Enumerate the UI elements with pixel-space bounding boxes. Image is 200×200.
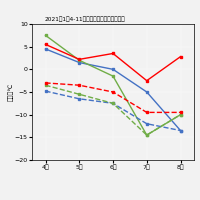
郑州 [78,58,80,61]
Line: 郑州: 郑州 [44,43,182,82]
庐氏 [146,134,148,136]
郑州 [146,79,148,82]
郑州 [112,52,114,55]
郑州 [179,55,182,58]
庐氏 [179,113,182,116]
濮阳 [44,48,47,50]
庐氏 [112,75,114,77]
郑州 [44,43,47,46]
庐氏 [78,59,80,61]
庐氏 [44,34,47,37]
Line: 庐氏: 庐氏 [44,34,182,136]
Y-axis label: 单位：℃: 单位：℃ [8,83,13,101]
Text: 2021年1月4-11日最高气温（实线）、最低: 2021年1月4-11日最高气温（实线）、最低 [45,17,126,22]
濮阳 [179,129,182,132]
Legend: 濮阳, 庐氏, 郑州: 濮阳, 庐氏, 郑州 [70,198,156,200]
濮阳 [78,61,80,64]
Line: 濮阳: 濮阳 [44,48,182,132]
濮阳 [146,91,148,93]
濮阳 [112,68,114,71]
